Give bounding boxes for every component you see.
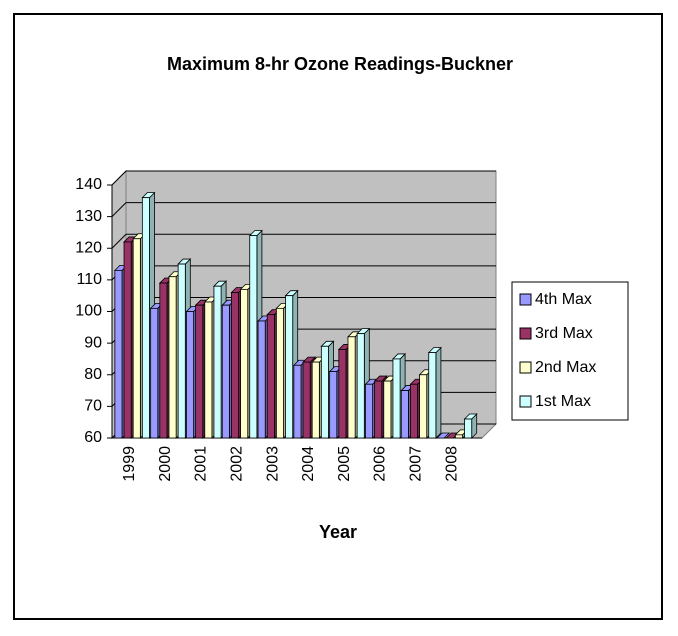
bar (302, 361, 311, 439)
chart-title: Maximum 8-hr Ozone Readings-Buckner (166, 54, 514, 74)
grid-line (111, 233, 127, 249)
bar (177, 263, 186, 439)
bar (419, 374, 428, 439)
y-tick-label: 130 (75, 208, 102, 225)
bar (141, 197, 150, 439)
bar (329, 371, 338, 439)
bar (428, 352, 437, 439)
y-tick-label: 70 (84, 398, 102, 415)
x-tick-label: 2002 (229, 446, 246, 482)
x-tick-label: 2000 (157, 446, 174, 482)
bar (338, 349, 347, 439)
y-tick-label: 80 (84, 366, 102, 383)
legend-swatch (519, 361, 532, 374)
x-tick-label: 2007 (408, 446, 425, 482)
bar (114, 269, 123, 439)
bar (168, 276, 177, 439)
bar (374, 380, 383, 439)
x-tick-label: 2006 (372, 446, 389, 482)
bar (132, 238, 141, 439)
bar (150, 307, 159, 439)
bar (320, 345, 329, 439)
bar (213, 285, 222, 439)
x-tick-label: 2001 (193, 446, 210, 482)
bar (186, 311, 195, 439)
bar (400, 390, 409, 439)
bar-side (435, 346, 442, 439)
bar (311, 361, 320, 439)
legend-swatch (519, 327, 532, 340)
bar (195, 304, 204, 439)
bar (275, 307, 284, 439)
bar (123, 241, 132, 439)
x-axis-title: Year (319, 522, 357, 542)
y-tick-label: 100 (75, 303, 102, 320)
y-tick-label: 110 (76, 271, 102, 288)
bar (231, 292, 239, 439)
bar (392, 358, 401, 439)
bar (464, 418, 473, 439)
legend-swatch (519, 293, 532, 306)
grid-line (111, 170, 127, 186)
bar (347, 336, 356, 439)
bar (293, 364, 302, 439)
legend-label: 2nd Max (535, 359, 596, 376)
bar (365, 383, 374, 439)
x-tick-label: 2004 (300, 446, 317, 482)
bar (266, 314, 275, 439)
legend-label: 4th Max (535, 291, 592, 308)
x-tick-label: 2005 (336, 446, 353, 482)
bar (257, 320, 266, 439)
grid-line (111, 202, 127, 217)
y-tick-label: 140 (75, 176, 102, 193)
x-tick-label: 2008 (443, 446, 460, 482)
bar (249, 235, 258, 439)
bar-top (436, 432, 451, 439)
bar (356, 333, 365, 439)
bar (221, 304, 230, 439)
bar (240, 288, 249, 439)
bar (410, 383, 418, 439)
bar (454, 434, 463, 439)
legend-label: 3rd Max (535, 325, 593, 342)
legend-label: 1st Max (535, 393, 591, 410)
y-tick-label: 90 (84, 334, 102, 351)
bar (285, 295, 294, 439)
bar (159, 282, 168, 439)
legend-swatch (519, 395, 532, 408)
x-tick-label: 1999 (121, 446, 138, 482)
bar (204, 301, 213, 439)
chart-frame (13, 13, 663, 620)
x-tick-label: 2003 (264, 446, 281, 482)
y-tick-label: 120 (75, 239, 102, 256)
y-tick-label: 60 (84, 429, 102, 446)
bar (383, 380, 392, 439)
